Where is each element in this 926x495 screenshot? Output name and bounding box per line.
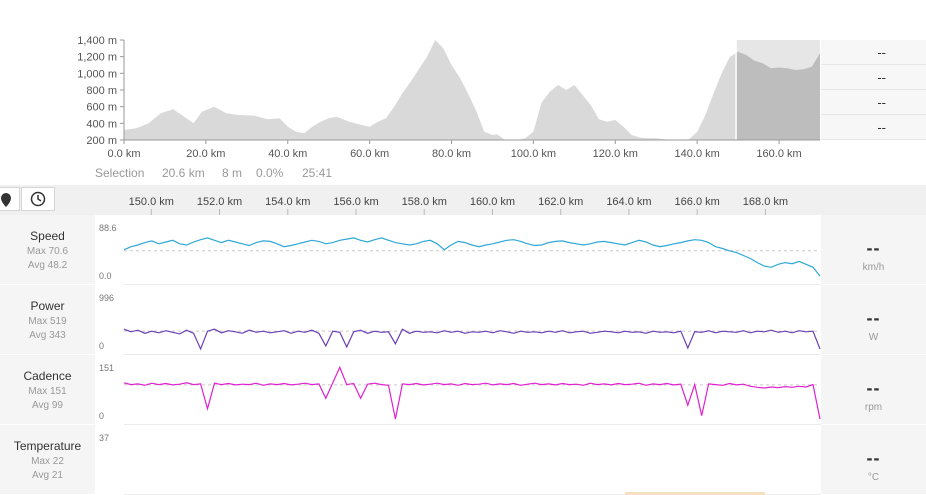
stream-chart-temperature[interactable]: 37 (95, 425, 821, 495)
x-tick-label: 160.0 km (756, 148, 801, 160)
y-tick-label: 200 m (86, 135, 117, 147)
row-gutter (95, 285, 124, 355)
stream-unit: W (868, 332, 879, 343)
x-tick-label: 140.0 km (675, 148, 720, 160)
stream-value: -- (866, 308, 881, 328)
overview-readout: -- (821, 40, 926, 65)
y-tick-label: 1,200 m (77, 52, 117, 64)
stream-avg: Avg 99 (32, 400, 63, 411)
map-marker-button[interactable] (0, 187, 20, 211)
stream-label-cadence: Cadence Max 151 Avg 99 (0, 355, 95, 424)
x-tick-label: 60.0 km (350, 148, 389, 160)
stream-max-scale: 151 (99, 363, 114, 373)
stream-toolbar: 150.0 km 152.0 km 154.0 km 156.0 km 158.0 km… (0, 185, 926, 215)
stream-unit: km/h (862, 262, 885, 273)
y-tick-label: 600 m (86, 102, 117, 114)
overview-readout: -- (821, 115, 926, 140)
stream-min-scale: 0 (99, 411, 104, 421)
stream-line-cadence (123, 365, 821, 420)
distance-tick-label: 156.0 km (333, 196, 378, 208)
selection-time: 25:41 (302, 166, 333, 180)
stream-max: Max 22 (31, 456, 64, 467)
selection-label: Selection (95, 166, 145, 180)
x-tick-label: 0.0 km (107, 148, 140, 160)
distance-tick-label: 168.0 km (743, 196, 788, 208)
x-tick-label: 40.0 km (268, 148, 307, 160)
distance-tick-label: 154.0 km (265, 196, 310, 208)
overview-readout: -- (821, 65, 926, 90)
stream-value: -- (866, 238, 881, 258)
elevation-area (124, 40, 820, 140)
stream-name: Speed (30, 229, 65, 243)
selection-elevation-area (736, 51, 820, 141)
stream-max: Max 519 (28, 316, 67, 327)
clock-icon (30, 191, 46, 207)
distance-tick-label: 158.0 km (402, 196, 447, 208)
y-tick-label: 800 m (86, 85, 117, 97)
selection-distance: 20.6 km (162, 166, 205, 180)
stream-avg: Avg 48.2 (27, 260, 68, 271)
map-marker-icon (1, 193, 11, 207)
stream-name: Power (30, 299, 65, 313)
y-tick-label: 400 m (86, 118, 117, 130)
y-tick-label: 1,400 m (77, 35, 117, 47)
row-gutter (95, 355, 124, 425)
distance-tick-label: 162.0 km (538, 196, 583, 208)
stream-max-scale: 37 (99, 433, 109, 443)
stream-label-power: Power Max 519 Avg 343 (0, 285, 95, 354)
distance-tick-label: 166.0 km (675, 196, 720, 208)
clock-button[interactable] (21, 187, 55, 211)
stream-name: Cadence (23, 369, 72, 383)
stream-value: -- (866, 378, 881, 398)
selection-elevation: 8 m (222, 166, 243, 180)
distance-tick-label: 150.0 km (129, 196, 174, 208)
x-tick-label: 120.0 km (593, 148, 638, 160)
stream-unit: °C (867, 472, 880, 483)
distance-tick-label: 152.0 km (197, 196, 242, 208)
stream-min-scale: 0.0 (99, 271, 112, 281)
stream-value: -- (866, 448, 881, 468)
stream-line-speed (123, 237, 821, 277)
stream-avg: Avg 21 (32, 470, 63, 481)
overview-readout: -- (821, 90, 926, 115)
stream-max-scale: 88.6 (99, 223, 117, 233)
elevation-overview-chart[interactable]: 1,400 m 1,200 m 1,000 m 800 m 600 m 400 m 200 … (0, 0, 926, 185)
stream-chart-power[interactable]: 996 0 (95, 285, 821, 355)
stream-label-speed: Speed Max 70.6 Avg 48.2 (0, 215, 95, 284)
stream-unit: rpm (864, 402, 883, 413)
x-tick-label: 20.0 km (186, 148, 225, 160)
stream-max: Max 70.6 (26, 246, 69, 257)
stream-chart-speed[interactable]: 88.6 0.0 (95, 215, 821, 285)
stream-line-power (123, 328, 821, 351)
distance-axis: 150.0 km 152.0 km 154.0 km 156.0 km 158.0 km… (129, 196, 788, 215)
stream-min-scale: 0 (99, 341, 104, 351)
stream-name: Temperature (13, 439, 82, 453)
distance-tick-label: 164.0 km (606, 196, 651, 208)
stream-max-scale: 996 (99, 293, 114, 303)
row-gutter (95, 215, 124, 285)
stream-label-temperature: Temperature Max 22 Avg 21 (0, 425, 95, 494)
stream-readout-temperature: -- °C (821, 425, 926, 494)
x-tick-label: 80.0 km (432, 148, 471, 160)
selection-grade: 0.0% (256, 166, 284, 180)
stream-avg: Avg 343 (29, 330, 66, 341)
x-tick-label: 100.0 km (511, 148, 556, 160)
y-tick-label: 1,000 m (77, 68, 117, 80)
distance-tick-label: 160.0 km (470, 196, 515, 208)
stream-readout-cadence: -- rpm (821, 355, 926, 424)
stream-readout-speed: -- km/h (821, 215, 926, 284)
stream-max: Max 151 (28, 386, 67, 397)
stream-readout-power: -- W (821, 285, 926, 354)
